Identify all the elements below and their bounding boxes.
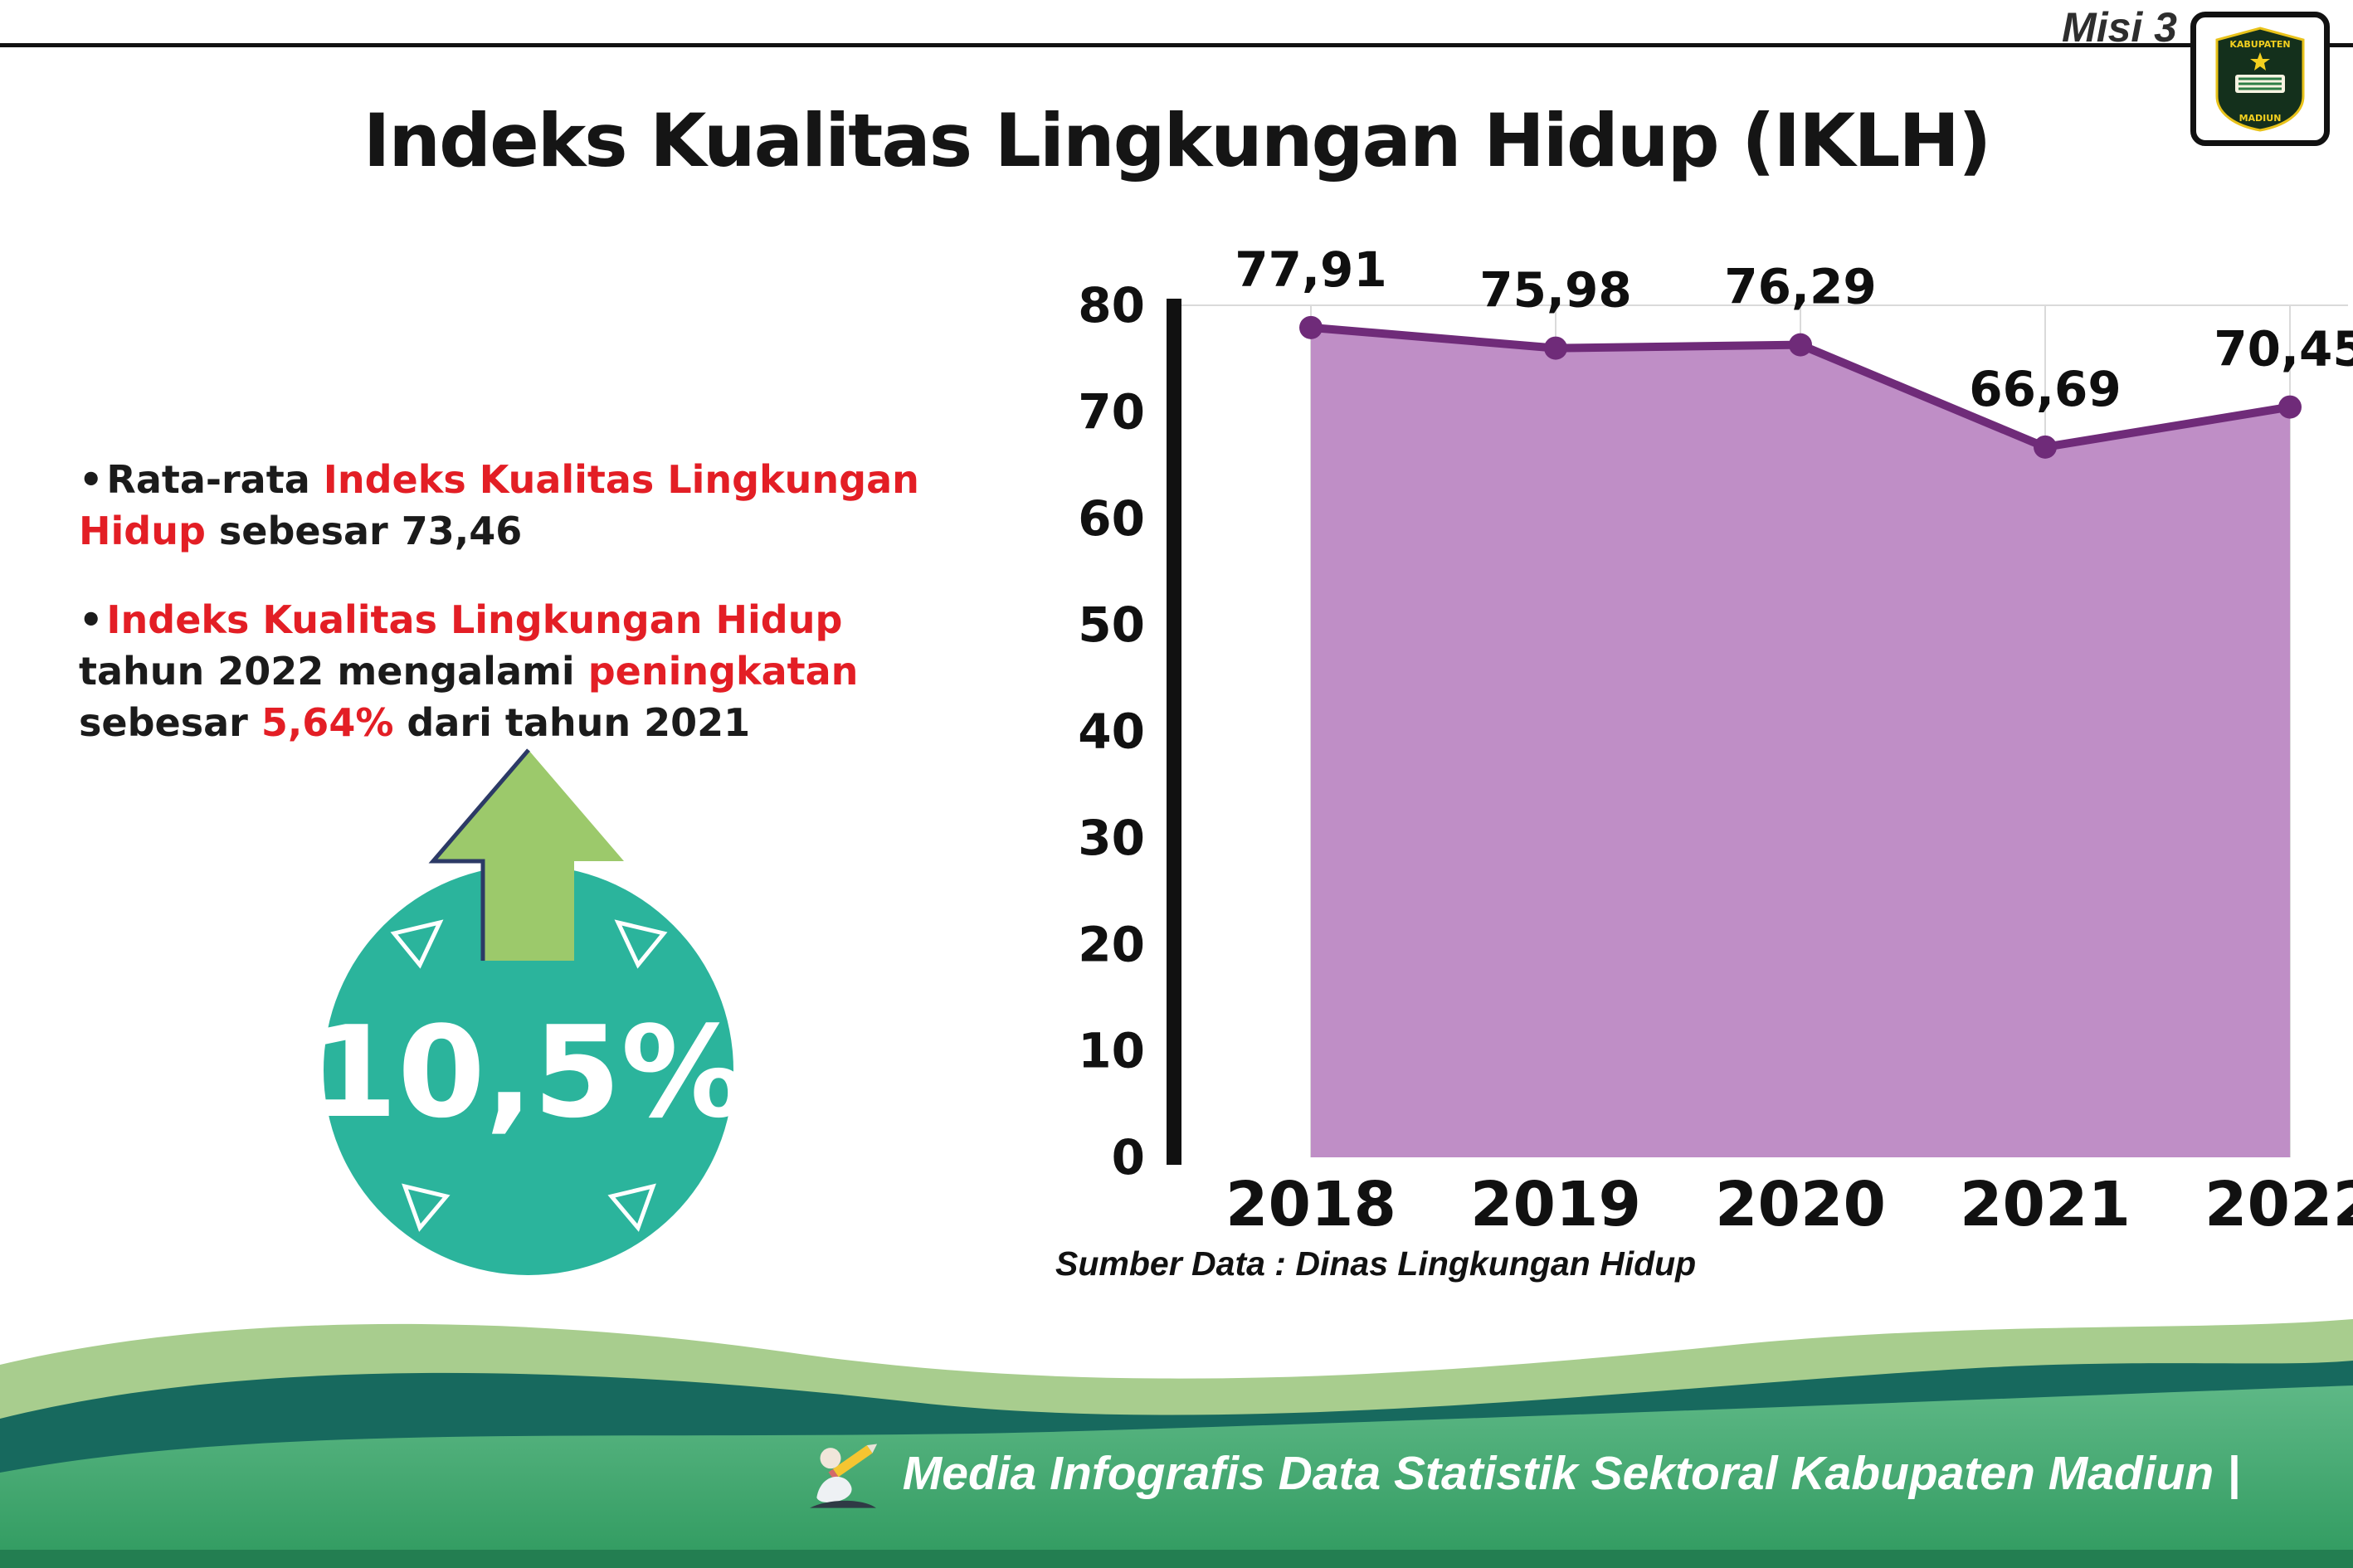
key-findings: •Rata-rata Indeks Kualitas Lingkungan Hi… [79,455,975,786]
footer-wave-main [0,1385,2353,1568]
bullet-increase-2022: •Indeks Kualitas Lingkungan Hidup tahun … [79,595,975,748]
bullet-text-segment: peningkatan [587,648,859,694]
y-tick-label: 10 [1078,1023,1145,1079]
pencil-tip [866,1444,877,1454]
bullet-text-segment: 5,64% [261,699,394,745]
data-label: 66,69 [1969,361,2121,417]
bullet-text-segment: tahun 2022 mengalami [79,648,588,694]
badge-tick-se [607,1183,656,1232]
x-tick-label: 2020 [1715,1169,1886,1240]
data-point [1544,336,1567,360]
mascot-base [809,1500,876,1508]
badge-value: 10,5% [315,999,743,1146]
iklh-area-chart: 0 10 20 30 40 50 60 70 80 2018 2019 2020 2021 2022 77,… [1021,207,2353,1244]
logo-shield-graphic: KABUPATEN MADIUN [2215,27,2305,132]
badge-tick-ne [614,919,668,969]
footer-caption: Media Infografis Data Statistik Sektoral… [902,1447,2240,1500]
footer-wave-graphic [0,1319,2353,1568]
data-point [2034,435,2057,459]
bullet-text-segment: Indeks Kualitas Lingkungan Hidup [79,457,919,553]
pencil-body [832,1444,873,1478]
mascot-body [816,1476,852,1502]
increase-badge: 10,5% [309,738,748,1286]
bullet-text-segment: dari tahun 2021 [393,699,751,745]
footer-caption-row: Media Infografis Data Statistik Sektoral… [801,1432,2240,1515]
x-tick-label: 2021 [1960,1169,2131,1240]
y-tick-label: 0 [1112,1129,1145,1186]
logo-banner-stripes [2239,77,2282,90]
data-source-caption: Sumber Data : Dinas Lingkungan Hidup [1055,1244,1697,1283]
bullet-marker: • [79,597,104,643]
badge-tick-nw [390,919,444,969]
y-tick-label: 20 [1078,916,1145,972]
y-tick-label: 60 [1078,490,1145,547]
bullet-text-segment: Indeks Kualitas Lingkungan Hidup [106,597,843,643]
y-tick-label: 80 [1078,277,1145,334]
misi-label: Misi 3 [2062,4,2177,51]
bullet-text-segment: sebesar 73,46 [205,508,523,553]
star-icon [2250,52,2270,71]
x-tick-label: 2018 [1225,1169,1396,1240]
data-point [1789,333,1812,357]
y-tick-label: 50 [1078,597,1145,653]
data-label: 77,91 [1235,241,1386,298]
x-tick-label: 2022 [2204,1169,2353,1240]
logo-top-text: KABUPATEN [2229,39,2290,50]
data-point [2278,395,2302,419]
data-label: 75,98 [1479,262,1631,319]
badge-circle [324,865,733,1275]
x-tick-label: 2019 [1470,1169,1641,1240]
area-fill [1311,327,2290,1157]
increase-badge-graphic: 10,5% [309,748,748,1275]
y-tick-label: 40 [1078,704,1145,760]
iklh-chart-svg: 0 10 20 30 40 50 60 70 80 2018 2019 2020 2021 2022 77,… [1078,241,2353,1240]
up-arrow-outline [428,748,530,961]
bullet-marker: • [79,457,104,502]
y-tick-label: 30 [1078,810,1145,866]
badge-tick-sw [402,1183,451,1232]
data-label: 76,29 [1724,259,1876,315]
kabupaten-madiun-logo: KABUPATEN MADIUN [2190,12,2330,146]
data-label: 70,45 [2214,321,2353,377]
up-arrow-icon [433,750,624,961]
header-divider [0,43,2353,47]
page-title: Indeks Kualitas Lingkungan Hidup (IKLH) [363,98,1992,183]
mascot-icon [809,1444,877,1508]
mascot-head [820,1448,841,1469]
y-tick-label: 70 [1078,383,1145,440]
footer-bottom-strip [0,1550,2353,1568]
bullet-text-segment: Rata-rata [106,457,324,502]
data-point [1299,315,1323,339]
logo-bottom-text: MADIUN [2239,113,2282,124]
bullet-text-segment: sebesar [79,699,261,745]
bullet-average-iklh: •Rata-rata Indeks Kualitas Lingkungan Hi… [79,455,975,557]
